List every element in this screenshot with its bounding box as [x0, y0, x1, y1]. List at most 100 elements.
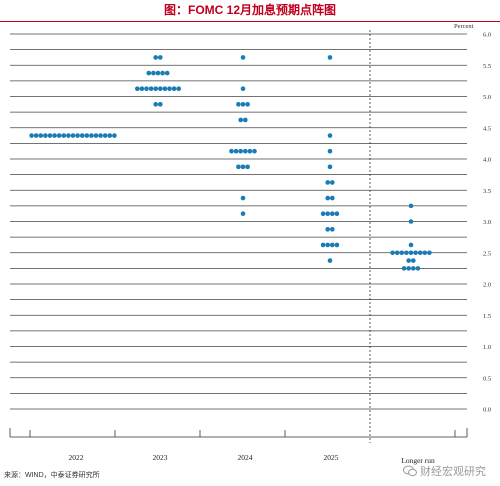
- dot-point: [75, 133, 80, 138]
- dot-point: [325, 195, 331, 201]
- dot-point: [153, 55, 158, 60]
- dot-point: [236, 164, 241, 170]
- y-tick-label: 1.0: [483, 344, 491, 351]
- title-rule: [0, 21, 500, 22]
- dot-point: [330, 227, 335, 232]
- dot-point: [112, 133, 117, 138]
- dot-point: [240, 102, 246, 107]
- dot-point: [102, 133, 108, 138]
- dot-point: [146, 70, 152, 76]
- dot-point: [411, 266, 416, 271]
- dot-point: [229, 148, 234, 154]
- source-footer: 来源：WIND，中泰证券研究所: [4, 472, 100, 479]
- dot-point: [408, 242, 414, 248]
- dot-point: [411, 258, 416, 263]
- dot-point: [33, 133, 39, 138]
- dot-point: [160, 70, 165, 76]
- dot-point: [176, 86, 181, 91]
- x-category-label: 2023: [153, 453, 168, 462]
- dot-point: [43, 133, 48, 138]
- watermark-text: 财经宏观研究: [420, 466, 486, 478]
- dot-point: [135, 86, 140, 91]
- dot-point: [56, 133, 62, 138]
- dot-point: [330, 195, 335, 201]
- dot-point: [236, 102, 241, 107]
- dot-point: [325, 180, 331, 185]
- dot-point: [334, 242, 340, 248]
- dot-point: [334, 211, 340, 216]
- dot-point: [153, 102, 158, 107]
- dot-point: [330, 211, 335, 216]
- dot-point: [399, 250, 405, 256]
- dot-point: [404, 250, 409, 256]
- dot-point: [330, 242, 335, 248]
- watermark: 财经宏观研究: [403, 463, 486, 479]
- dot-point: [238, 148, 243, 154]
- y-tick-label: 6.0: [483, 32, 491, 39]
- dot-point: [401, 266, 407, 271]
- dot-point: [240, 164, 246, 170]
- dot-point: [238, 117, 243, 123]
- y-tick-label: 0.5: [483, 375, 491, 382]
- dot-point: [38, 133, 44, 138]
- dot-point: [240, 86, 246, 91]
- dot-point: [148, 86, 154, 91]
- y-tick-label: 0.0: [483, 407, 491, 414]
- dot-point: [394, 250, 400, 256]
- dot-point: [158, 55, 163, 60]
- dot-point: [408, 250, 414, 256]
- y-tick-label: 3.5: [483, 188, 491, 195]
- dot-point: [151, 70, 156, 76]
- dot-point: [240, 211, 246, 216]
- dot-point: [144, 86, 149, 91]
- dot-point: [427, 250, 432, 256]
- dot-point: [247, 148, 253, 154]
- x-category-label: 2025: [324, 453, 339, 462]
- dot-point: [327, 164, 333, 170]
- dot-point: [243, 117, 248, 123]
- y-tick-label: 2.0: [483, 282, 491, 289]
- dot-point: [164, 70, 170, 76]
- dot-point: [327, 258, 333, 263]
- dot-point: [158, 102, 163, 107]
- dot-point: [66, 133, 71, 138]
- y-tick-label: 2.5: [483, 250, 491, 257]
- dot-point: [330, 180, 335, 185]
- dot-point: [320, 242, 326, 248]
- dot-point: [240, 195, 246, 201]
- dot-point: [325, 227, 331, 232]
- dot-point: [93, 133, 99, 138]
- title-bar: 图：FOMC 12月加息预期点阵图: [0, 0, 500, 22]
- dot-point: [243, 148, 248, 154]
- dot-point: [327, 55, 333, 60]
- dot-point: [70, 133, 76, 138]
- dot-point: [320, 211, 326, 216]
- dot-point: [325, 211, 331, 216]
- wechat-icon: [403, 465, 417, 477]
- dot-point: [29, 133, 34, 138]
- x-category-label: Longer run: [401, 456, 435, 465]
- x-category-label: 2022: [69, 453, 84, 462]
- dot-point: [390, 250, 395, 256]
- dot-point: [408, 219, 414, 224]
- chart-title: 图：FOMC 12月加息预期点阵图: [163, 3, 336, 17]
- dot-point: [408, 203, 414, 209]
- dot-point: [325, 242, 331, 248]
- x-category-label: 2024: [238, 453, 253, 462]
- dot-point: [84, 133, 90, 138]
- dot-point: [327, 133, 333, 138]
- dot-point: [327, 148, 333, 154]
- dot-point: [158, 86, 163, 91]
- dot-point: [415, 266, 421, 271]
- dot-point: [162, 86, 168, 91]
- dot-point: [413, 250, 418, 256]
- dot-point: [417, 250, 423, 256]
- y-tick-label: 4.0: [483, 157, 491, 164]
- dot-point: [89, 133, 94, 138]
- dot-point: [47, 133, 53, 138]
- dot-point: [139, 86, 145, 91]
- dot-point: [252, 148, 257, 154]
- dot-point: [107, 133, 113, 138]
- dot-point: [79, 133, 85, 138]
